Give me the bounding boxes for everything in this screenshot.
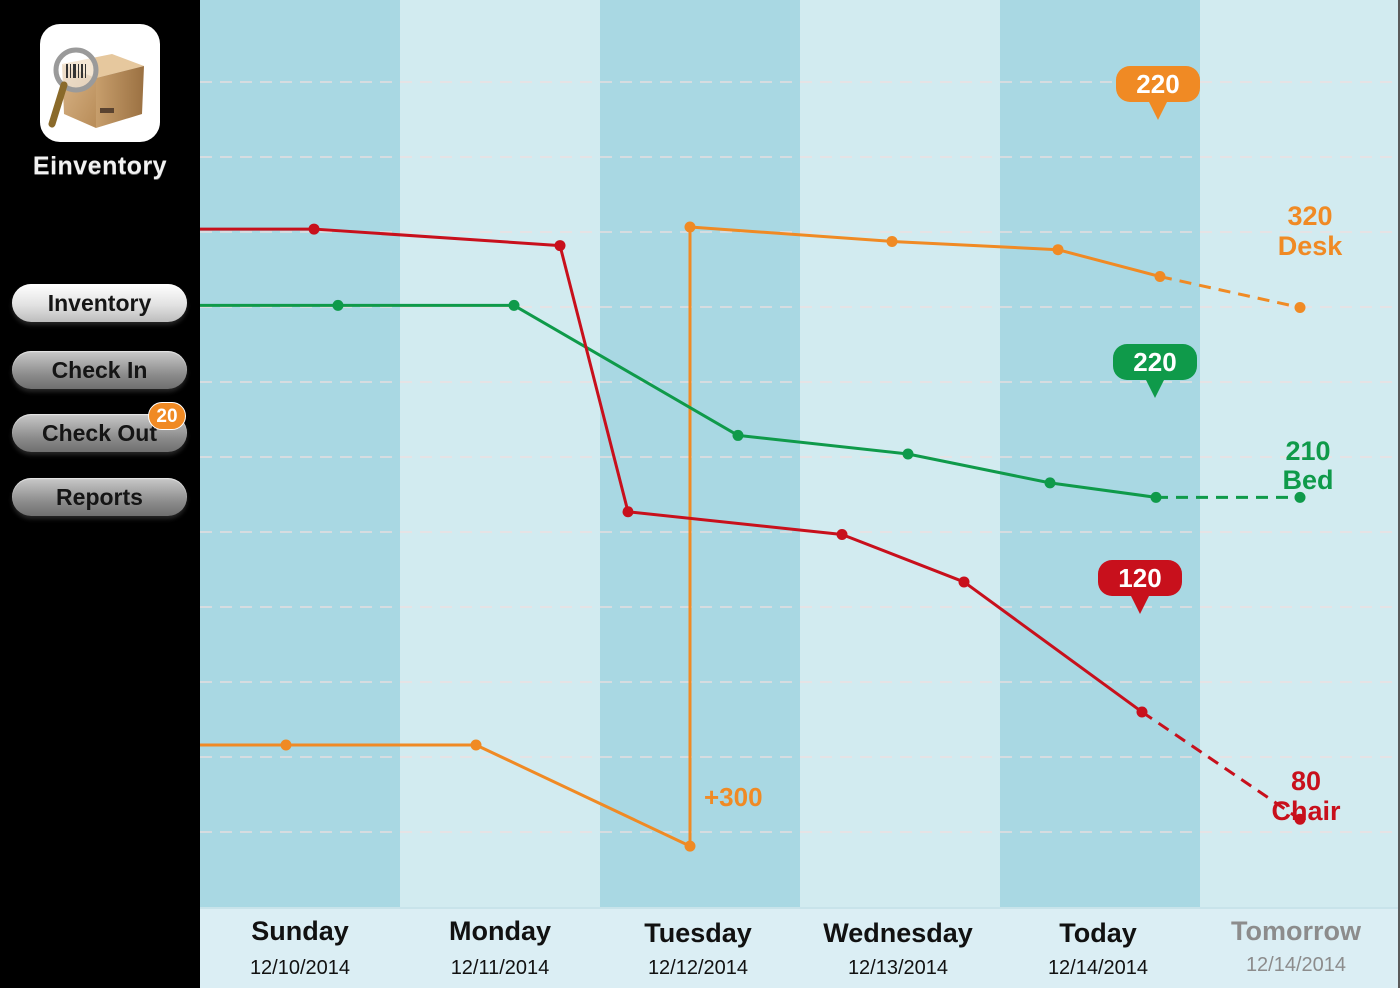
desk-forecast-point (1294, 301, 1306, 313)
desk-point (1052, 244, 1064, 256)
nav-inventory-button[interactable]: Inventory (12, 284, 187, 322)
desk-point (684, 840, 696, 852)
chair-point (1136, 706, 1148, 718)
desk-forecast-line (1159, 275, 1301, 309)
chair-point (836, 528, 848, 540)
chair-forecast-line (1141, 710, 1301, 821)
desk-point (1154, 271, 1166, 283)
day-label-tuesday[interactable]: Tuesday (644, 918, 752, 948)
bed-current-callout: 220 (1113, 344, 1197, 398)
desk-line (200, 225, 1161, 848)
chair-forecast-value: 80 (1291, 766, 1321, 796)
day-date-wednesday: 12/13/2014 (847, 957, 949, 979)
bed-forecast-point (1294, 491, 1306, 503)
desk-point (280, 739, 292, 751)
package-search-icon (48, 47, 144, 128)
bed-point (732, 429, 744, 441)
check-out-count-badge: 20 (148, 402, 186, 430)
day-footer-cell (1000, 908, 1200, 988)
day-label-wednesday[interactable]: Wednesday (823, 918, 973, 948)
bed-forecast-value: 210 (1285, 436, 1330, 466)
day-column (400, 0, 600, 908)
desk-point (886, 235, 898, 247)
desk-current-callout: 220 (1116, 66, 1200, 120)
day-column (1000, 0, 1200, 908)
day-footer-cell (1200, 908, 1400, 988)
inventory-chart: 220 320 Desk 220 210 Bed 120 80 Chair +300 Sunday… (200, 0, 1400, 988)
app-icon[interactable] (40, 24, 160, 142)
day-footer-cell (600, 908, 800, 988)
day-footer-cell (200, 908, 400, 988)
day-date-tomorrow: 12/14/2014 (1245, 954, 1347, 976)
chair-point (308, 223, 320, 235)
bed-point (508, 299, 520, 311)
day-label-today[interactable]: Today (1059, 918, 1137, 948)
day-footer-cell (800, 908, 1000, 988)
day-date-monday: 12/11/2014 (450, 957, 550, 979)
desk-current-value: 220 (1136, 69, 1179, 99)
day-footer-cell (400, 908, 600, 988)
bed-current-value: 220 (1133, 347, 1176, 377)
day-date-sunday: 12/10/2014 (249, 957, 351, 979)
nav-reports-button[interactable]: Reports (12, 478, 187, 516)
desk-point (470, 739, 482, 751)
chair-forecast-point (1294, 813, 1306, 825)
chair-series-name: Chair (1271, 796, 1341, 826)
desk-point (684, 221, 696, 233)
chair-current-value: 120 (1118, 563, 1161, 593)
day-date-tuesday: 12/12/2014 (647, 957, 749, 979)
chair-current-callout: 120 (1098, 560, 1182, 614)
bed-series-name: Bed (1282, 465, 1333, 495)
chair-point (622, 506, 634, 518)
nav-check-in-button[interactable]: Check In (12, 351, 187, 389)
day-column (200, 0, 400, 908)
chair-point (554, 240, 566, 252)
bed-point (1044, 477, 1056, 489)
day-column (600, 0, 800, 908)
desk-series-name: Desk (1278, 231, 1344, 261)
day-label-monday[interactable]: Monday (448, 916, 551, 946)
chair-point (958, 576, 970, 588)
bed-point (902, 448, 914, 460)
restock-annotation: +300 (704, 782, 763, 812)
bed-point (332, 299, 344, 311)
bed-point (1150, 491, 1162, 503)
desk-forecast-value: 320 (1287, 201, 1332, 231)
day-label-tomorrow[interactable]: Tomorrow (1231, 916, 1361, 946)
app-title: Einventory (32, 152, 168, 180)
day-label-sunday[interactable]: Sunday (251, 916, 349, 946)
day-date-today: 12/14/2014 (1047, 957, 1149, 979)
sidebar: Einventory Inventory Check In Check Out … (0, 0, 200, 988)
